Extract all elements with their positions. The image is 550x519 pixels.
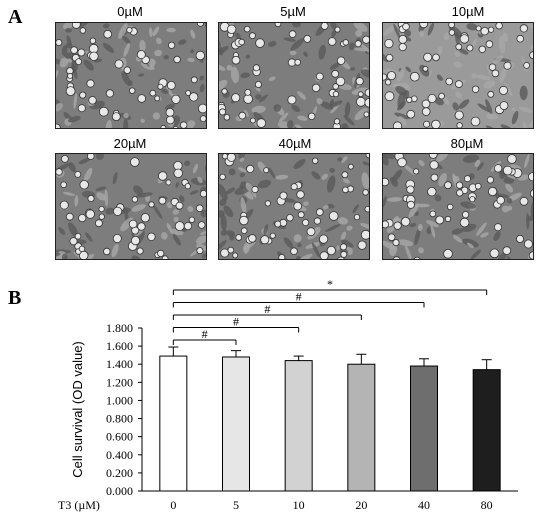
x-tick-label: 5 bbox=[233, 498, 239, 512]
micrograph-0uM bbox=[55, 22, 207, 129]
image-label-20uM: 20µM bbox=[113, 136, 147, 151]
bar-20 bbox=[347, 363, 376, 492]
image-label-10uM: 10µM bbox=[451, 4, 485, 19]
image-label-80uM: 80µM bbox=[450, 136, 484, 151]
y-tick-label: 1.600 bbox=[106, 339, 133, 353]
image-label-5uM: 5µM bbox=[280, 4, 306, 19]
panel-a-label: A bbox=[8, 6, 23, 28]
y-tick-label: 1.800 bbox=[106, 321, 133, 335]
y-tick-label: 1.400 bbox=[106, 357, 133, 371]
micrograph-80uM bbox=[382, 153, 534, 260]
micrograph-10uM bbox=[382, 22, 534, 129]
significance-marker: # bbox=[202, 327, 208, 341]
y-tick-label: 0.400 bbox=[106, 448, 133, 462]
y-tick-label: 1.200 bbox=[106, 375, 133, 389]
y-tick-label: 1.000 bbox=[106, 393, 133, 407]
y-tick-label: 0.200 bbox=[106, 466, 133, 480]
bar-5 bbox=[222, 356, 250, 492]
micrograph-5uM bbox=[218, 22, 370, 129]
bar-80 bbox=[472, 369, 501, 492]
panel-b-label: B bbox=[8, 287, 22, 309]
image-label-0uM: 0µM bbox=[117, 4, 143, 19]
x-tick-label: 40 bbox=[418, 498, 430, 512]
y-tick-label: 0.000 bbox=[106, 484, 133, 498]
micrograph-20uM bbox=[55, 153, 207, 260]
bar-0 bbox=[159, 355, 188, 492]
x-axis-label: T3 (µM) bbox=[58, 498, 100, 512]
y-tick-label: 0.600 bbox=[106, 430, 133, 444]
x-tick-label: 0 bbox=[170, 498, 176, 512]
bar-10 bbox=[284, 360, 313, 492]
bar-40 bbox=[410, 365, 438, 492]
significance-marker: * bbox=[327, 277, 333, 291]
x-tick-label: 20 bbox=[355, 498, 367, 512]
micrograph-40uM bbox=[218, 153, 370, 260]
significance-marker: # bbox=[264, 302, 270, 316]
x-tick-label: 80 bbox=[481, 498, 493, 512]
y-tick-label: 0.800 bbox=[106, 412, 133, 426]
y-axis-label: Cell survival (OD value) bbox=[70, 341, 85, 478]
significance-marker: # bbox=[233, 315, 239, 329]
significance-marker: # bbox=[296, 290, 302, 304]
image-label-40uM: 40µM bbox=[278, 136, 312, 151]
x-tick-label: 10 bbox=[293, 498, 305, 512]
